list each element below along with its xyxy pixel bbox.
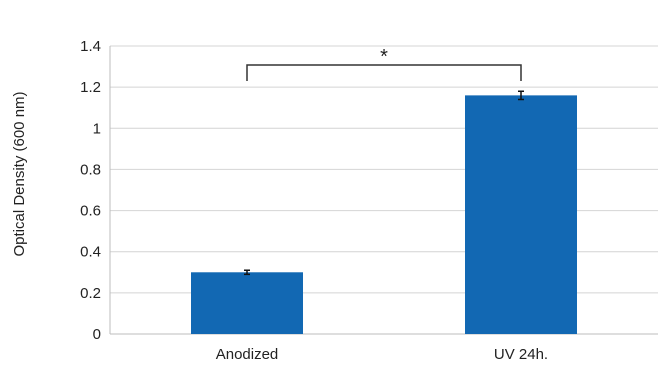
bar — [465, 95, 577, 334]
y-tick-label: 1.2 — [80, 79, 101, 96]
x-tick-labels: Anodized UV 24h. — [216, 346, 548, 363]
significance-bracket: * — [246, 46, 522, 81]
significance-star: * — [380, 46, 388, 68]
bars — [191, 95, 577, 334]
bar — [191, 272, 303, 334]
y-tick-labels: 0 0.2 0.4 0.6 0.8 1 1.2 1.4 — [80, 38, 101, 343]
y-tick-label: 1 — [93, 120, 101, 137]
y-tick-label: 1.4 — [80, 38, 101, 55]
y-tick-label: 0.4 — [80, 244, 101, 261]
x-tick-label: UV 24h. — [494, 346, 548, 363]
bracket-line — [246, 64, 522, 81]
y-tick-label: 0 — [93, 326, 101, 343]
y-tick-label: 0.2 — [80, 285, 101, 302]
y-axis-label: Optical Density (600 nm) — [11, 91, 28, 256]
y-tick-label: 0.6 — [80, 203, 101, 220]
y-tick-label: 0.8 — [80, 161, 101, 178]
error-bars — [244, 90, 524, 276]
x-tick-label: Anodized — [216, 346, 279, 363]
